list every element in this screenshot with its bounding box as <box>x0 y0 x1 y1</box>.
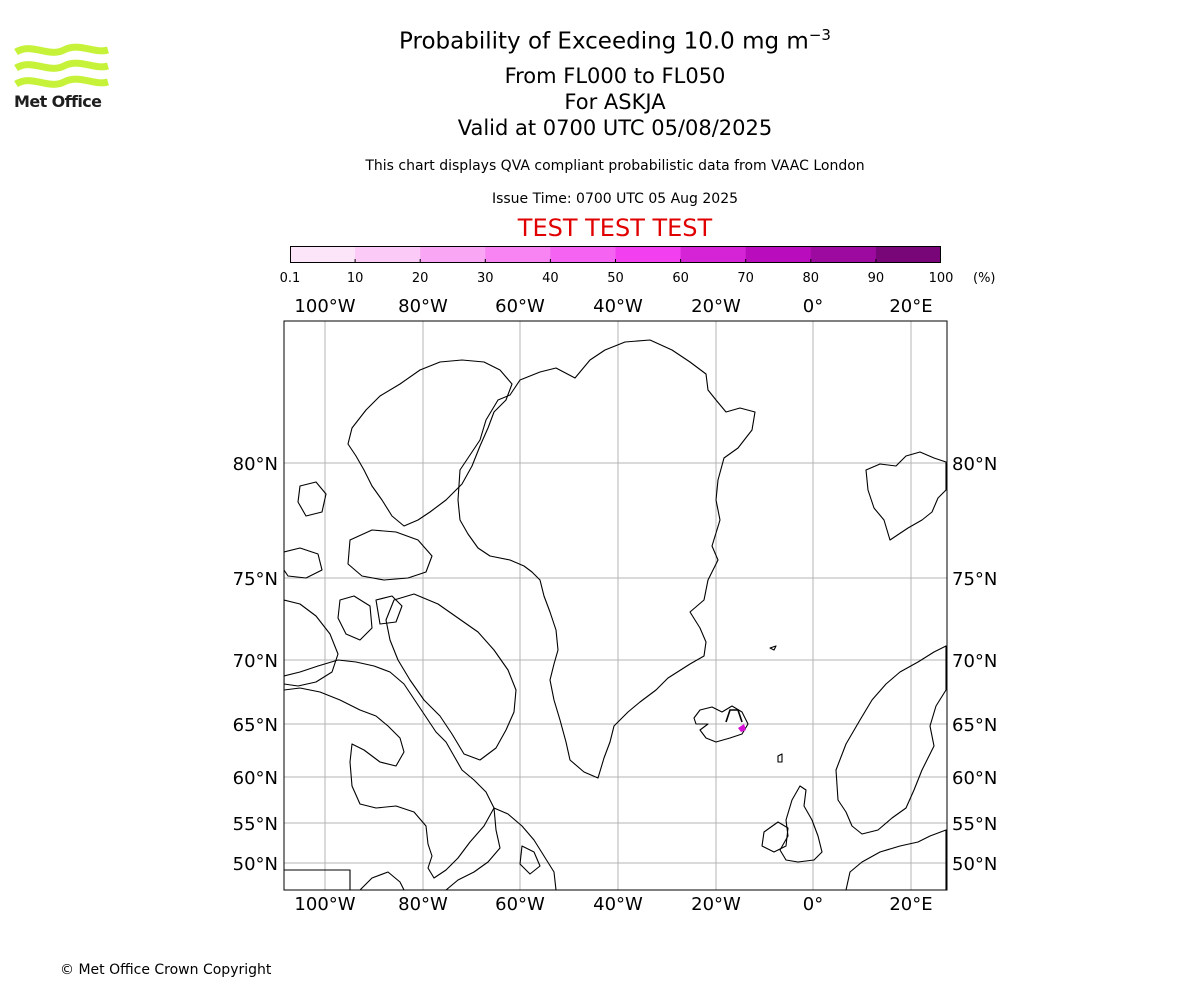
colorbar-border <box>290 246 941 263</box>
longitude-label: 80°W <box>398 894 448 915</box>
flight-level-range: From FL000 to FL050 <box>504 64 726 88</box>
latitude-label: 65°N <box>233 715 278 736</box>
colorbar-segment <box>745 246 812 263</box>
colorbar-segment <box>615 246 682 263</box>
southern-coast <box>359 871 405 890</box>
test-banner: TEST TEST TEST <box>517 214 713 242</box>
latitude-label: 70°N <box>952 651 997 672</box>
british-isles-coast <box>779 785 823 863</box>
longitude-label: 100°W <box>294 296 355 317</box>
colorbar-segment <box>290 246 356 263</box>
longitude-label: 0° <box>803 296 823 317</box>
longitude-label: 0° <box>803 894 823 915</box>
latitude-label: 75°N <box>233 569 278 590</box>
colorbar-tick-label: 60 <box>672 271 689 286</box>
greenland-coast <box>457 339 756 779</box>
colorbar-tick-label: 90 <box>867 271 885 286</box>
labrador-coast <box>445 807 557 890</box>
chart-description: This chart displays QVA compliant probab… <box>365 158 865 174</box>
latitude-label: 70°N <box>233 651 278 672</box>
colorbar-segment <box>485 246 551 263</box>
newfoundland-coast <box>519 845 541 875</box>
longitude-label: 60°W <box>495 296 545 317</box>
title-main: Probability of Exceeding 10.0 mg m <box>399 28 809 55</box>
latitude-label: 80°N <box>233 454 278 475</box>
victoria-coast <box>284 599 339 687</box>
map-gridlines <box>284 321 947 890</box>
ireland-coast <box>761 821 789 853</box>
longitude-label: 80°W <box>398 296 448 317</box>
latitude-label: 60°N <box>233 768 278 789</box>
map-frame <box>283 320 948 891</box>
map-panel: 100°W 80°W 60°W 40°W 20°W 0° 20°E 100°W 80°W 60°… <box>233 296 998 915</box>
latitude-label: 55°N <box>952 814 997 835</box>
us-border <box>284 869 351 890</box>
longitude-labels-bottom: 100°W 80°W 60°W 40°W 20°W 0° 20°E <box>294 894 932 915</box>
colorbar-tick-label: 30 <box>477 271 494 286</box>
issue-time: Issue Time: 0700 UTC 05 Aug 2025 <box>491 191 739 207</box>
baffin-coast <box>385 593 517 761</box>
latitude-labels-right: 80°N 75°N 70°N 65°N 60°N 55°N 50°N <box>952 454 997 875</box>
latitude-label: 60°N <box>952 768 997 789</box>
latitude-label: 65°N <box>952 715 997 736</box>
islands2-coast <box>297 481 327 517</box>
ash-probability-area <box>738 724 746 732</box>
latitude-label: 50°N <box>233 854 278 875</box>
colorbar-segment <box>875 246 941 263</box>
islands-coast <box>337 595 373 641</box>
devon-coast <box>347 529 433 581</box>
colorbar-segment <box>810 246 877 263</box>
faroe-coast <box>777 753 783 763</box>
colorbar-tick-label: 40 <box>542 271 559 286</box>
probability-colorbar <box>290 246 941 263</box>
longitude-label: 40°W <box>593 894 643 915</box>
banks-coast <box>284 547 323 579</box>
valid-time: Valid at 0700 UTC 05/08/2025 <box>457 116 773 140</box>
colorbar-tick-label: 80 <box>802 271 820 286</box>
logo-text: Met Office <box>14 92 102 111</box>
colorbar-segment <box>680 246 747 263</box>
colorbar-tick-label: 100 <box>928 271 954 286</box>
longitude-label: 20°W <box>691 296 741 317</box>
longitude-label: 60°W <box>495 894 545 915</box>
latitude-labels-left: 80°N 75°N 70°N 65°N 60°N 55°N 50°N <box>233 454 278 875</box>
jan-mayen-coast <box>769 645 777 651</box>
longitude-label: 100°W <box>294 894 355 915</box>
met-office-logo-icon <box>14 43 109 88</box>
colorbar-tick-label: 0.1 <box>279 271 301 286</box>
scandinavia-coast <box>835 645 947 835</box>
volcano-marker-icon <box>725 709 743 723</box>
latitude-label: 75°N <box>952 569 997 590</box>
islands3-coast <box>375 595 403 625</box>
colorbar-tick-label: 70 <box>737 271 754 286</box>
copyright-notice: © Met Office Crown Copyright <box>60 962 272 978</box>
colorbar-tick-label: 50 <box>607 271 624 286</box>
canada-mainland-coast <box>284 659 495 879</box>
longitude-label: 20°E <box>889 894 932 915</box>
europe-coast <box>845 829 947 890</box>
colorbar-segment <box>420 246 486 263</box>
latitude-label: 80°N <box>952 454 997 475</box>
colorbar-tick-label: 10 <box>346 271 364 286</box>
colorbar-tick-label: 20 <box>411 271 429 286</box>
coastlines <box>284 339 947 890</box>
latitude-label: 50°N <box>952 854 997 875</box>
latitude-label: 55°N <box>233 814 278 835</box>
ellesmere-coast <box>347 359 513 527</box>
colorbar-unit: (%) <box>973 271 996 286</box>
longitude-label: 20°E <box>889 296 932 317</box>
colorbar-segment <box>550 246 616 263</box>
volcano-name: For ASKJA <box>564 90 666 114</box>
chart-title: Probability of Exceeding 10.0 mg m−3 <box>0 26 1200 55</box>
longitude-label: 20°W <box>691 894 741 915</box>
iceland-coast <box>693 705 749 743</box>
svalbard-coast <box>865 451 947 541</box>
colorbar-segment <box>355 246 421 263</box>
title-unit-exponent: −3 <box>808 26 831 44</box>
longitude-labels-top: 100°W 80°W 60°W 40°W 20°W 0° 20°E <box>294 296 932 317</box>
longitude-label: 40°W <box>593 296 643 317</box>
